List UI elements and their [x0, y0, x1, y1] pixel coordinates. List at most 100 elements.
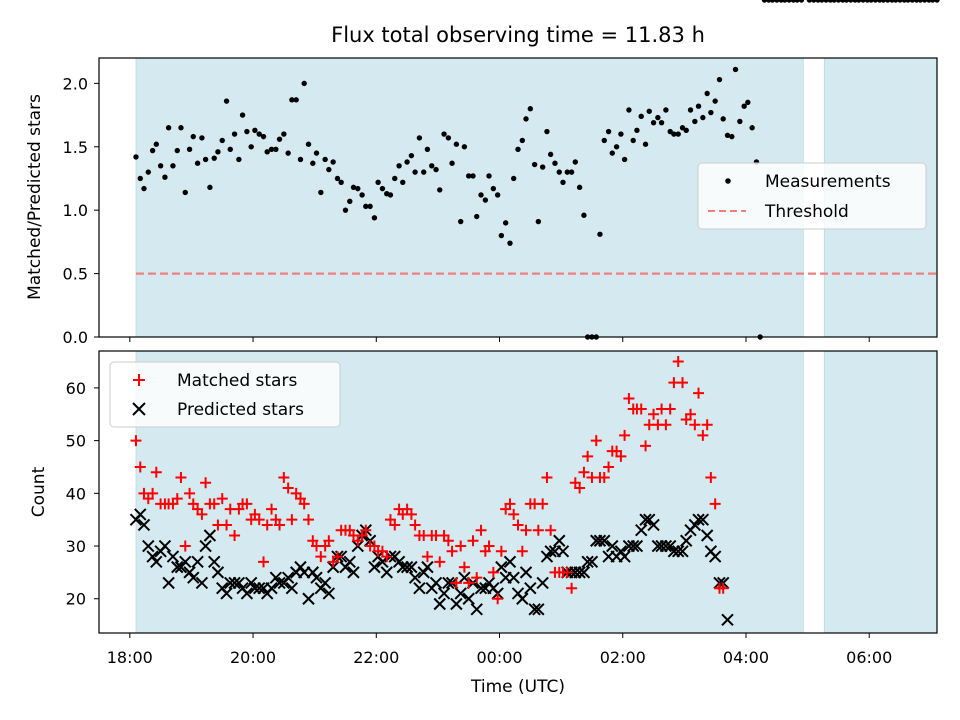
matched-star-point [442, 535, 454, 547]
predicted-star-point [553, 534, 566, 547]
measurement-point [445, 135, 452, 141]
measurement-point [285, 150, 291, 156]
measurement-point [831, 0, 837, 3]
chart-title: Flux total observing time = 11.83 h [331, 23, 705, 47]
predicted-star-point [347, 566, 360, 579]
measurement-point [872, 0, 879, 3]
measurement-point [178, 125, 184, 131]
measurement-point [239, 112, 246, 118]
measurement-point [934, 0, 940, 3]
predicted-star-point [269, 571, 283, 584]
matched-star-point [315, 551, 327, 563]
predicted-star-point [450, 597, 463, 611]
matched-star-point [693, 387, 705, 399]
measurement-point [655, 114, 661, 121]
y-tick-label: 1.0 [63, 201, 88, 220]
predicted-star-point [171, 560, 184, 574]
measurement-point [347, 198, 353, 205]
predicted-star-point [639, 513, 652, 526]
measurement-point [199, 135, 205, 141]
matched-star-point [171, 493, 183, 505]
measurement-point [708, 109, 714, 116]
measurement-point [137, 175, 143, 182]
predicted-star-point [573, 566, 586, 579]
matched-star-point [603, 461, 615, 473]
predicted-star-point [252, 581, 266, 595]
measurement-point [745, 99, 751, 106]
measurement-point [630, 137, 636, 144]
measurement-point [692, 118, 698, 125]
matched-star-point [303, 514, 314, 526]
measurement-point [404, 159, 410, 165]
measurement-point [786, 0, 792, 3]
measurement-point [848, 0, 854, 3]
predicted-star-point [322, 587, 336, 600]
predicted-star-point [688, 518, 702, 532]
matched-star-point [241, 498, 253, 510]
x-tick-label: 22:00 [353, 648, 399, 667]
predicted-star-point [524, 581, 537, 595]
predicted-star-point [606, 539, 619, 553]
measurement-point [581, 212, 587, 218]
measurement-point [552, 160, 558, 166]
measurement-point [535, 218, 542, 225]
matched-star-point [516, 545, 528, 557]
predicted-star-point [692, 513, 705, 526]
matched-star-point [298, 498, 310, 510]
predicted-star-point [302, 592, 315, 605]
predicted-star-point [137, 518, 151, 532]
matched-star-point [590, 435, 602, 447]
legend-matched-marker [133, 374, 145, 386]
matched-star-point [574, 482, 586, 494]
predicted-star-point [405, 560, 418, 574]
matched-star-point [455, 540, 467, 552]
matched-star-point [561, 566, 573, 578]
measurement-point [162, 174, 168, 180]
predicted-star-point [232, 576, 246, 590]
predicted-star-point [306, 566, 320, 579]
predicted-star-point [503, 555, 517, 569]
measurement-point [482, 197, 489, 203]
matched-star-point [229, 529, 241, 541]
top-legend: Measurements Threshold [697, 162, 927, 230]
measurement-point [466, 173, 472, 179]
predicted-star-point [146, 550, 159, 563]
predicted-star-point [647, 518, 660, 532]
measurement-point [313, 150, 320, 156]
measurement-point [297, 156, 304, 163]
top-x-ticks [129, 337, 870, 342]
matched-star-point [184, 487, 196, 499]
measurement-point [281, 131, 287, 137]
measurement-point [929, 0, 936, 3]
measurement-point [268, 146, 275, 153]
legend-measurements-marker [725, 178, 731, 184]
measurement-point [605, 128, 612, 135]
predicted-star-point [433, 597, 446, 611]
measurement-point [248, 144, 254, 150]
measurement-point [658, 119, 665, 126]
predicted-star-point [211, 566, 225, 579]
measurement-point [544, 128, 550, 135]
measurement-point [367, 203, 373, 210]
x-tick-label: 02:00 [600, 648, 646, 667]
predicted-star-point [618, 550, 631, 563]
bottom-y-axis: 20 30 40 50 60 [66, 379, 99, 609]
predicted-star-point [400, 560, 414, 574]
predicted-star-point [470, 603, 483, 616]
x-tick-label: 04:00 [723, 648, 769, 667]
measurement-point [202, 156, 209, 163]
matched-star-point [200, 477, 212, 489]
predicted-star-point [540, 550, 554, 563]
matched-star-point [623, 392, 635, 404]
y-tick-label: 1.5 [63, 138, 88, 157]
measurement-point [153, 141, 160, 147]
predicted-star-point [191, 555, 204, 569]
bottom-y-axis-label: Count [29, 466, 49, 517]
legend-measurements-label: Measurements [765, 172, 891, 192]
measurement-point [359, 192, 365, 198]
measurement-point [215, 149, 221, 155]
measurement-point [449, 160, 455, 166]
measurement-point [597, 231, 603, 237]
measurement-point [576, 184, 583, 191]
measurement-point [572, 159, 579, 165]
